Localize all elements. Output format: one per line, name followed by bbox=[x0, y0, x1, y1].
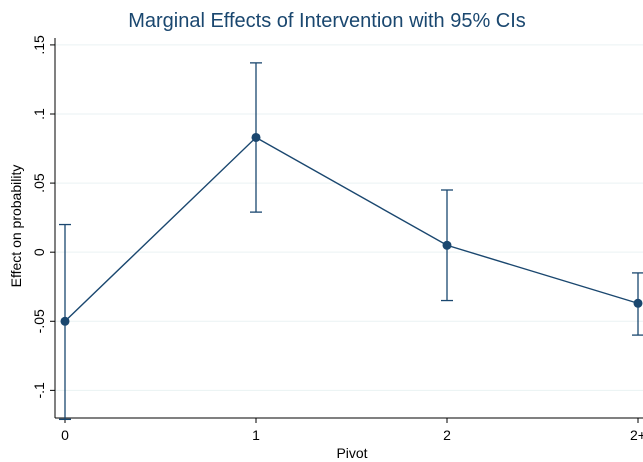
y-tick-label: .15 bbox=[31, 35, 47, 55]
tick-labels: -.1 -.05 0 .05 .1 .15 0 1 2 2+ bbox=[31, 35, 643, 443]
y-tick-label: -.05 bbox=[31, 309, 47, 333]
series-line bbox=[64, 136, 639, 322]
x-tick-label: 1 bbox=[252, 427, 260, 443]
gridlines bbox=[55, 44, 643, 391]
y-axis-label: Effect on probability bbox=[8, 165, 24, 288]
y-tick-label: .05 bbox=[31, 173, 47, 193]
x-tick-label: 2 bbox=[443, 427, 451, 443]
x-tick-label: 2+ bbox=[630, 427, 643, 443]
data-point bbox=[251, 132, 261, 142]
y-tick-label: -.1 bbox=[31, 382, 47, 399]
series-marks bbox=[59, 62, 643, 421]
x-axis-label: Pivot bbox=[336, 445, 367, 461]
x-tick-label: 0 bbox=[61, 427, 69, 443]
data-point bbox=[633, 298, 643, 308]
chart-title: Marginal Effects of Intervention with 95… bbox=[128, 10, 526, 32]
y-tick-label: 0 bbox=[31, 248, 47, 256]
y-tick-label: .1 bbox=[31, 108, 47, 120]
axes bbox=[50, 38, 643, 423]
data-point bbox=[60, 316, 70, 326]
data-point bbox=[442, 240, 452, 250]
